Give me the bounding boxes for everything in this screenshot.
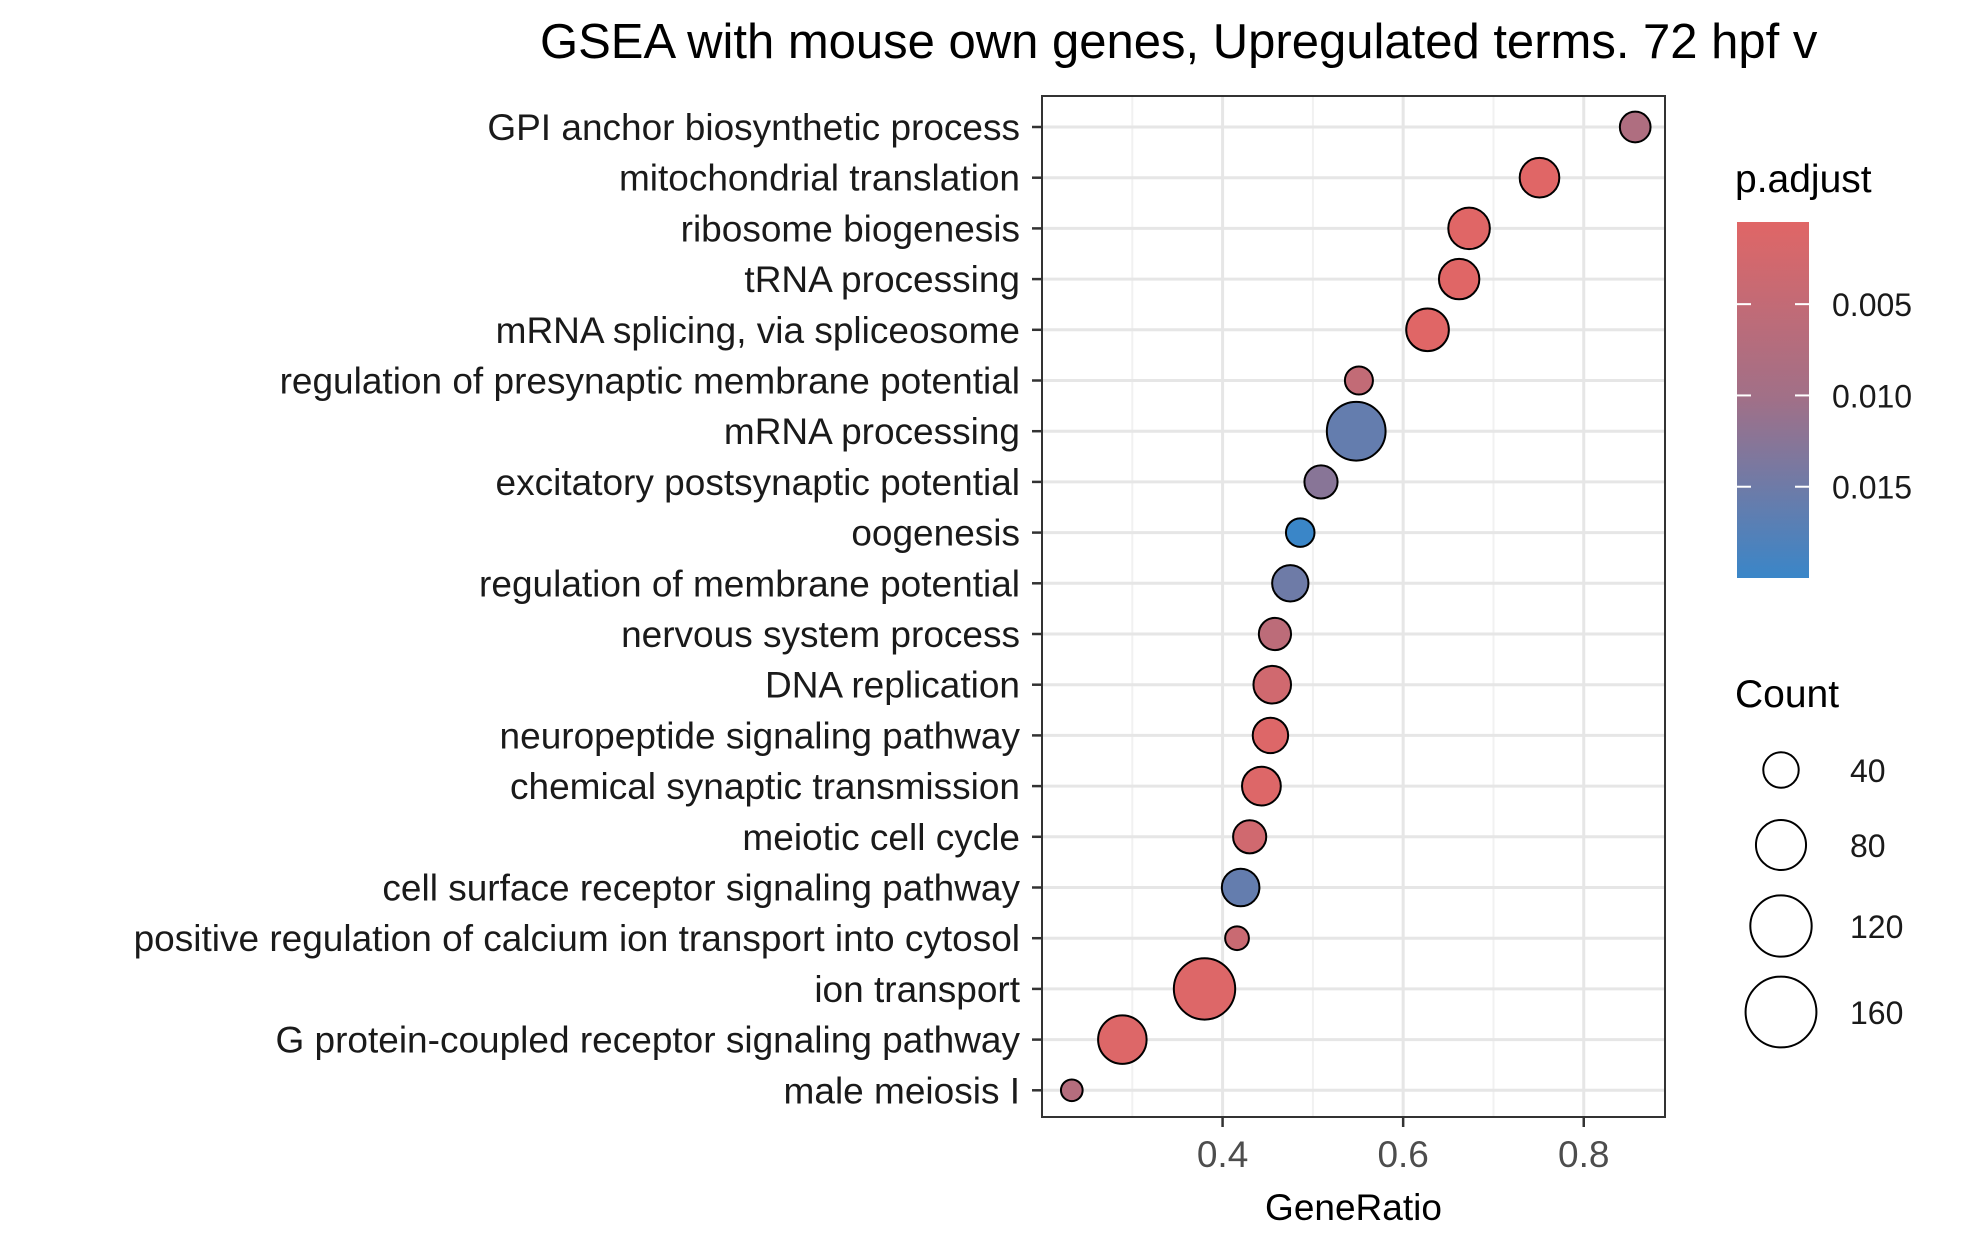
y-tick-label: G protein-coupled receptor signaling pat… xyxy=(275,1020,1020,1061)
size-legend-key xyxy=(1744,975,1818,1049)
y-tick-label: excitatory postsynaptic potential xyxy=(496,462,1020,503)
data-point xyxy=(1303,464,1339,500)
y-tick-label: neuropeptide signaling pathway xyxy=(500,715,1021,756)
y-tick-label: mitochondrial translation xyxy=(619,158,1020,199)
y-tick-label: male meiosis I xyxy=(784,1070,1020,1111)
data-point xyxy=(1220,867,1261,908)
data-point xyxy=(1232,819,1268,855)
data-point xyxy=(1618,110,1652,144)
color-legend-bar xyxy=(1737,222,1809,578)
data-point xyxy=(1405,307,1450,353)
data-point xyxy=(1437,257,1481,301)
data-point xyxy=(1518,156,1561,199)
x-axis-title: GeneRatio xyxy=(1265,1187,1442,1228)
data-point xyxy=(1257,616,1293,652)
y-tick-label: regulation of membrane potential xyxy=(479,563,1020,604)
y-tick-label: tRNA processing xyxy=(744,259,1020,300)
size-legend-key xyxy=(1762,751,1800,789)
data-point xyxy=(1059,1078,1084,1103)
data-point xyxy=(1241,765,1282,807)
y-tick-label: ribosome biogenesis xyxy=(681,208,1020,249)
y-tick-label: nervous system process xyxy=(621,614,1020,655)
color-legend-label: 0.015 xyxy=(1832,470,1912,506)
color-legend-label: 0.005 xyxy=(1832,287,1912,323)
y-tick-label: GPI anchor biosynthetic process xyxy=(487,107,1020,148)
chart-title: GSEA with mouse own genes, Upregulated t… xyxy=(540,15,1818,69)
y-tick-label: cell surface receptor signaling pathway xyxy=(382,868,1020,909)
y-tick-label: mRNA splicing, via spliceosome xyxy=(496,310,1020,351)
size-legend-label: 80 xyxy=(1850,828,1886,864)
size-legend-label: 160 xyxy=(1850,995,1903,1031)
data-point xyxy=(1343,365,1374,396)
data-point xyxy=(1325,400,1387,462)
x-tick-label: 0.8 xyxy=(1558,1134,1609,1175)
data-point xyxy=(1224,925,1250,952)
data-point xyxy=(1252,664,1293,705)
plot-border xyxy=(1041,95,1666,1118)
y-tick-label: positive regulation of calcium ion trans… xyxy=(134,918,1020,959)
y-tick-label: DNA replication xyxy=(765,665,1020,706)
x-tick-label: 0.6 xyxy=(1377,1134,1428,1175)
plot-panel xyxy=(1042,96,1665,1117)
y-tick-label: mRNA processing xyxy=(724,411,1020,452)
data-point xyxy=(1097,1014,1148,1065)
y-tick-label: regulation of presynaptic membrane poten… xyxy=(280,361,1020,402)
y-tick-label: ion transport xyxy=(814,969,1020,1010)
data-point xyxy=(1447,206,1491,251)
color-legend-title: p.adjust xyxy=(1735,158,1872,201)
y-tick-label: meiotic cell cycle xyxy=(742,817,1020,858)
size-legend-key xyxy=(1754,818,1808,872)
color-legend-label: 0.010 xyxy=(1832,378,1912,414)
size-legend-title: Count xyxy=(1735,673,1839,716)
y-tick-label: oogenesis xyxy=(851,513,1020,554)
size-legend-label: 40 xyxy=(1850,753,1886,789)
size-legend-label: 120 xyxy=(1850,909,1903,945)
size-legend-key xyxy=(1749,894,1813,958)
data-point xyxy=(1284,517,1316,548)
y-tick-label: chemical synaptic transmission xyxy=(510,766,1020,807)
data-point xyxy=(1172,957,1237,1021)
data-point xyxy=(1271,564,1310,603)
x-tick-label: 0.4 xyxy=(1197,1134,1248,1175)
data-point xyxy=(1251,716,1290,755)
